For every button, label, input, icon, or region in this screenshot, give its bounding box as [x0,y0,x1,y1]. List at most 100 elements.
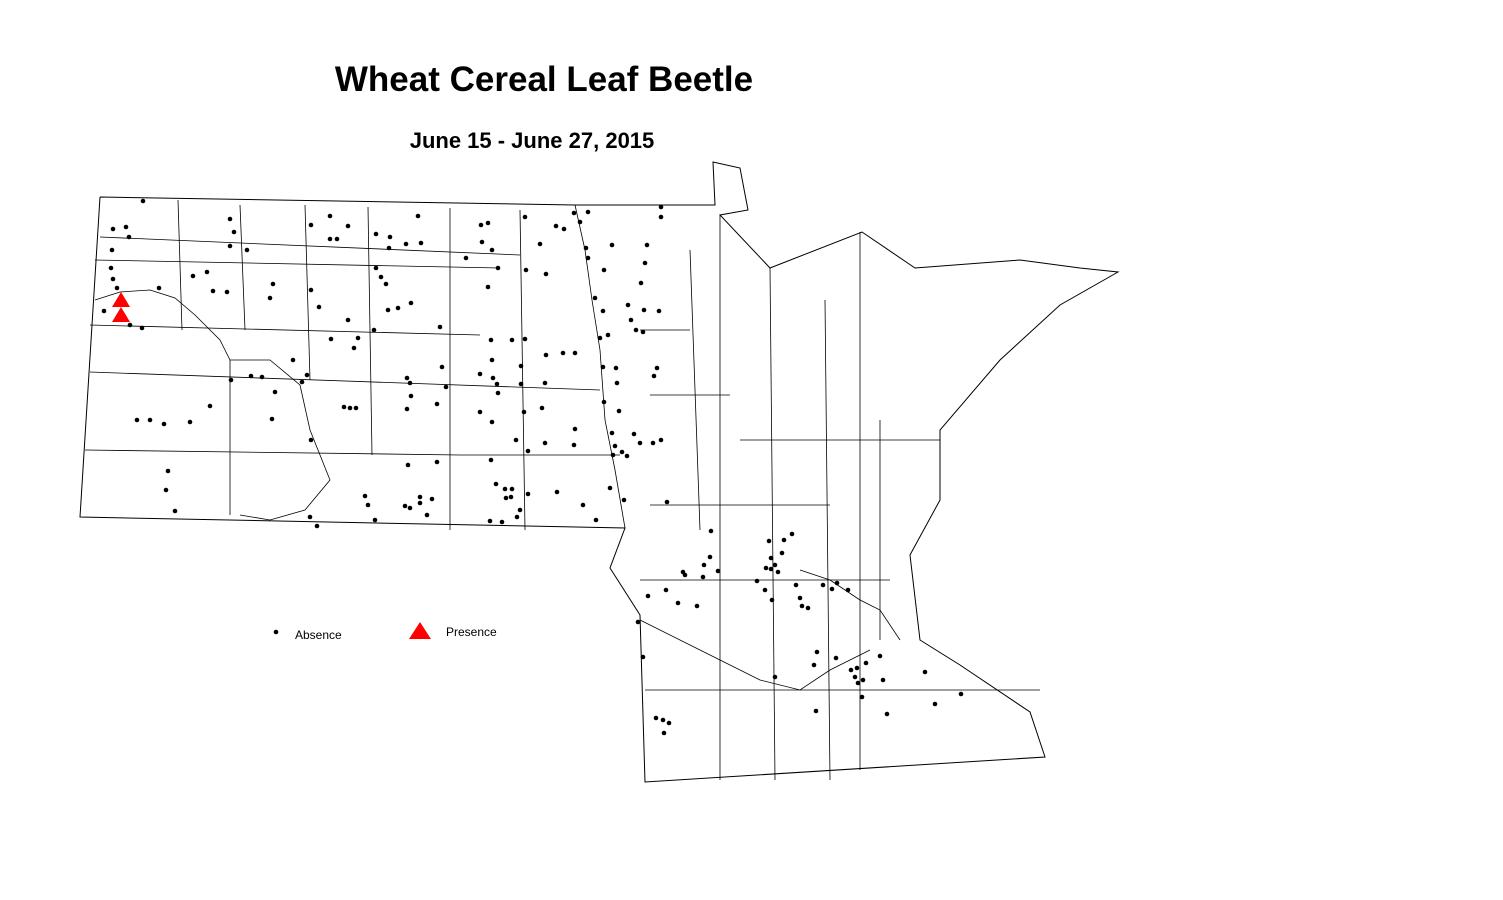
absence-point [327,213,333,219]
absence-point [308,287,314,293]
absence-point [165,468,171,474]
absence-point [345,223,351,229]
absence-point [642,260,648,266]
absence-point [653,715,659,721]
absence-point [700,574,706,580]
absence-point [204,269,210,275]
absence-point [224,289,230,295]
absence-point [884,711,890,717]
county-boundary [689,249,701,531]
absence-point [372,517,378,523]
absence-point [628,317,634,323]
absence-point [485,220,491,226]
absence-point [405,462,411,468]
legend-presence-label: Presence [446,625,497,639]
absence-point [701,562,707,568]
absence-point [772,562,778,568]
absence-point [635,619,641,625]
absence-point [813,708,819,714]
county-boundary [367,206,373,456]
absence-point [768,555,774,561]
absence-point [521,409,527,415]
legend-absence-symbol [273,629,279,635]
absence-point [172,508,178,514]
absence-point [487,518,493,524]
county-boundary [99,236,521,256]
absence-point [694,603,700,609]
absence-point [577,219,583,225]
county-boundary [799,569,901,641]
absence-point [763,565,769,571]
absence-point [572,426,578,432]
absence-point [525,491,531,497]
absence-point [101,308,107,314]
absence-point [489,357,495,363]
absence-point [542,440,548,446]
absence-point [429,496,435,502]
absence-point [592,295,598,301]
absence-point [932,701,938,707]
absence-point [754,578,760,584]
absence-point [163,487,169,493]
absence-point [708,528,714,534]
absence-point [571,210,577,216]
county-boundary [304,204,311,381]
absence-point [848,667,854,673]
absence-point [633,327,639,333]
absence-point [415,213,421,219]
absence-point [490,375,496,381]
absence-point [231,229,237,235]
absence-point [373,231,379,237]
absence-point [522,214,528,220]
absence-point [488,337,494,343]
absence-point [682,572,688,578]
absence-point [110,226,116,232]
absence-point [593,517,599,523]
absence-point [407,380,413,386]
absence-point [308,222,314,228]
absence-point [854,665,860,671]
absence-point [600,308,606,314]
absence-point [789,531,795,537]
absence-point [403,241,409,247]
absence-point [407,505,413,511]
absence-point [373,265,379,271]
absence-point [434,401,440,407]
county-boundary [639,619,871,691]
absence-point [207,403,213,409]
absence-point [805,605,811,611]
absence-point [779,550,785,556]
absence-point [609,242,615,248]
absence-point [327,236,333,242]
county-boundary [177,199,183,331]
absence-point [814,649,820,655]
absence-point [244,247,250,253]
absence-point [503,495,509,501]
absence-point [351,345,357,351]
absence-point [585,255,591,261]
absence-point [314,523,320,529]
absence-point [508,494,514,500]
absence-point [641,307,647,313]
absence-point [772,674,778,680]
absence-point [439,364,445,370]
absence-point [299,379,305,385]
absence-point [307,514,313,520]
absence-point [477,409,483,415]
absence-point [522,336,528,342]
absence-point [663,587,669,593]
absence-point [123,224,129,230]
absence-point [539,405,545,411]
absence-point [408,300,414,306]
absence-point [553,223,559,229]
absence-point [640,329,646,335]
absence-point [658,437,664,443]
absence-point [958,691,964,697]
absence-point [654,365,660,371]
absence-point [517,507,523,513]
absence-point [922,669,928,675]
absence-point [404,406,410,412]
absence-point [417,494,423,500]
absence-point [514,514,520,520]
